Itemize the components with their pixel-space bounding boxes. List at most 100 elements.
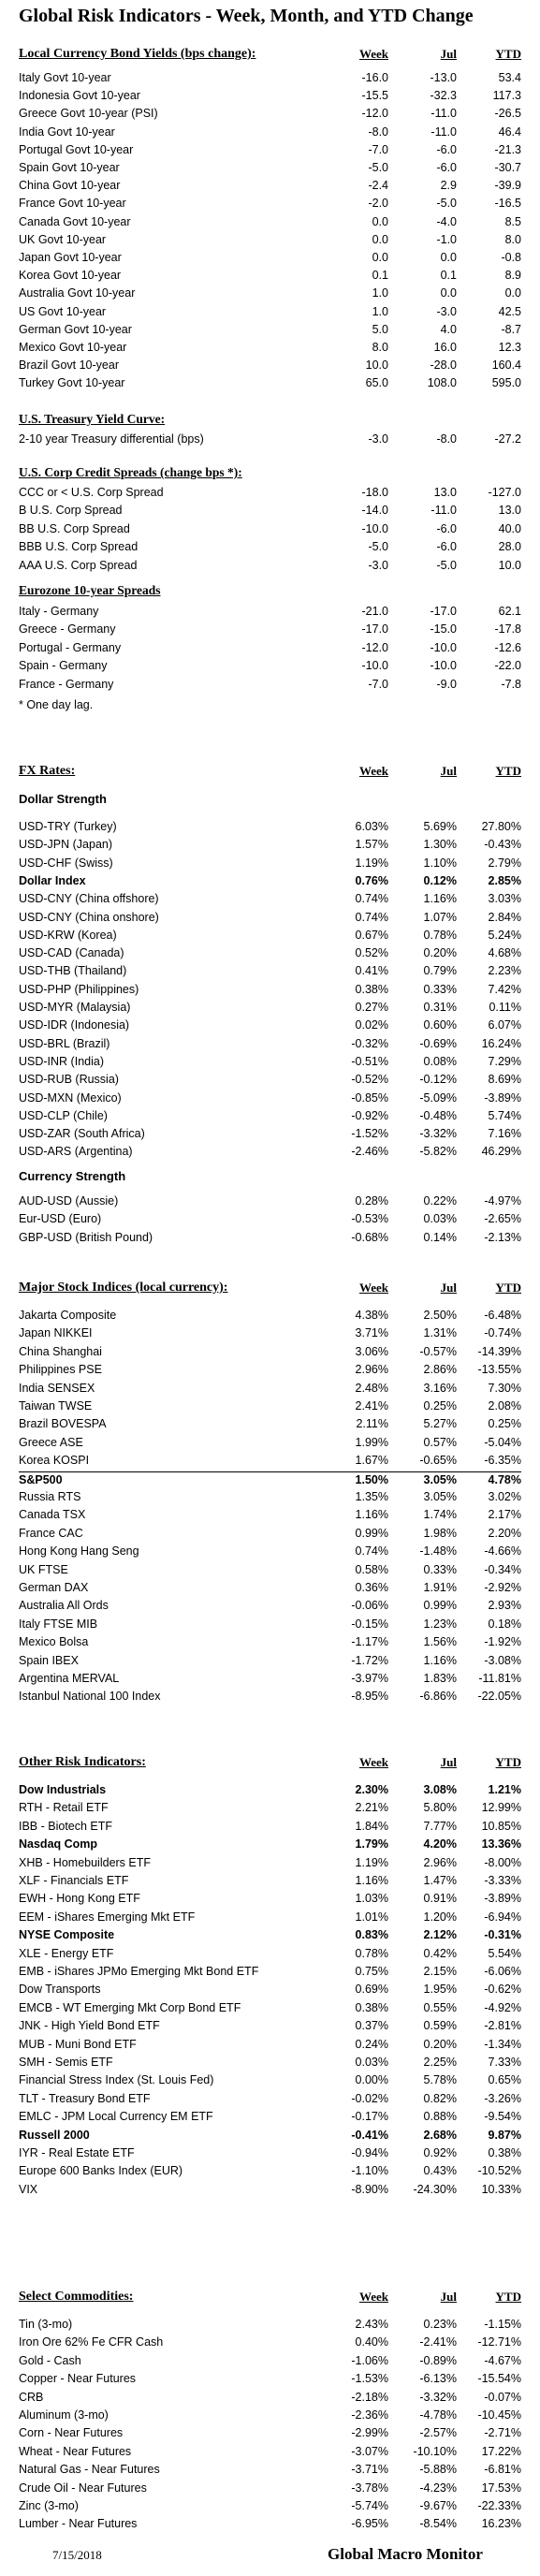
value-ytd: -1.92%	[484, 1635, 521, 1649]
table-row: Korea KOSPI 1.67% -0.65% -6.35%	[19, 1453, 521, 1471]
value-ytd: 9.87%	[488, 2128, 521, 2142]
fx-heading: FX Rates:	[19, 764, 76, 778]
value-jul: 2.50%	[423, 1309, 457, 1322]
value-ytd: -10.45%	[477, 2408, 521, 2422]
value-jul: 0.22%	[423, 1194, 457, 1208]
table-row: TLT - Treasury Bond ETF -0.02% 0.82% -3.26%	[19, 2091, 521, 2109]
row-label: UK FTSE	[19, 1562, 68, 1576]
footer-brand: Global Macro Monitor	[328, 2545, 483, 2563]
credit-heading: U.S. Corp Credit Spreads (change bps *):	[19, 465, 242, 479]
row-label: UK Govt 10-year	[19, 232, 107, 246]
row-label: USD-CNY (China offshore)	[19, 892, 159, 906]
value-week: 1.0	[372, 286, 388, 300]
row-label: Mexico Bolsa	[19, 1635, 89, 1649]
column-header-jul: Jul	[440, 1755, 457, 1769]
row-label: Italy Govt 10-year	[19, 71, 111, 84]
row-label: BB U.S. Corp Spread	[19, 521, 130, 535]
row-label: USD-TRY (Turkey)	[19, 820, 117, 833]
value-ytd: -2.71%	[484, 2426, 521, 2440]
value-ytd: -0.8	[501, 251, 521, 264]
value-jul: 0.0	[440, 251, 457, 264]
value-jul: -2.41%	[419, 2335, 457, 2349]
value-jul: -24.30%	[413, 2182, 457, 2196]
row-label: Lumber - Near Futures	[19, 2517, 138, 2531]
table-row: Jakarta Composite 4.38% 2.50% -6.48%	[19, 1308, 521, 1325]
value-jul: 2.86%	[423, 1363, 457, 1377]
row-label: EWH - Hong Kong ETF	[19, 1892, 140, 1906]
value-week: 0.99%	[355, 1526, 388, 1540]
value-jul: 0.57%	[423, 1435, 457, 1449]
row-label: Russia RTS	[19, 1490, 81, 1503]
value-week: 8.0	[372, 341, 388, 354]
value-jul: -5.82%	[419, 1145, 457, 1159]
value-ytd: -9.54%	[484, 2110, 521, 2124]
value-jul: 1.16%	[423, 1653, 457, 1667]
value-jul: -6.0	[436, 521, 457, 535]
value-ytd: -0.34%	[484, 1562, 521, 1576]
table-row: Eur-USD (Euro) -0.53% 0.03% -2.65%	[19, 1211, 521, 1229]
row-label: JNK - High Yield Bond ETF	[19, 2019, 160, 2033]
value-week: 1.50%	[355, 1472, 388, 1486]
table-row: JNK - High Yield Bond ETF 0.37% 0.59% -2.81…	[19, 2018, 521, 2036]
table-row: Spain Govt 10-year -5.0 -6.0 -30.7	[19, 160, 521, 178]
value-jul: 0.33%	[423, 1562, 457, 1576]
treasury-heading: U.S. Treasury Yield Curve:	[19, 412, 166, 426]
row-label: Korea KOSPI	[19, 1454, 90, 1468]
value-jul: 1.47%	[423, 1874, 457, 1887]
value-week: 2.48%	[355, 1381, 388, 1395]
value-ytd: -3.33%	[484, 1874, 521, 1887]
row-label: CRB	[19, 2390, 44, 2404]
table-row: US Govt 10-year 1.0 -3.0 42.5	[19, 304, 521, 322]
value-week: 1.84%	[355, 1819, 388, 1833]
value-ytd: -14.39%	[477, 1344, 521, 1358]
value-jul: -2.57%	[419, 2426, 457, 2440]
row-label: USD-MYR (Malaysia)	[19, 1001, 131, 1014]
value-week: -8.95%	[351, 1690, 388, 1704]
value-jul: -5.88%	[419, 2463, 457, 2477]
table-row: Turkey Govt 10-year 65.0 108.0 595.0	[19, 375, 521, 393]
table-row: Tin (3-mo) 2.43% 0.23% -1.15%	[19, 2317, 521, 2334]
row-label: Gold - Cash	[19, 2353, 81, 2367]
value-week: -0.41%	[351, 2128, 388, 2142]
value-ytd: 0.18%	[488, 1617, 521, 1631]
value-ytd: 46.29%	[481, 1145, 521, 1159]
value-ytd: -3.89%	[484, 1892, 521, 1906]
table-row: Nasdaq Comp 1.79% 4.20% 13.36%	[19, 1837, 521, 1854]
value-ytd: 2.84%	[488, 910, 521, 924]
value-week: 0.41%	[355, 964, 388, 978]
value-ytd: 46.4	[498, 124, 521, 139]
value-jul: 1.07%	[423, 910, 457, 924]
value-week: 0.58%	[355, 1562, 388, 1576]
value-ytd: -15.54%	[477, 2372, 521, 2386]
value-week: -1.06%	[351, 2353, 388, 2367]
value-week: -0.92%	[351, 1108, 388, 1122]
value-ytd: 4.78%	[488, 1472, 521, 1486]
value-ytd: -6.06%	[484, 1965, 521, 1978]
stocks-heading: Major Stock Indices (local currency):	[19, 1281, 228, 1295]
value-ytd: 8.5	[504, 214, 521, 228]
table-row: USD-TRY (Turkey) 6.03% 5.69% 27.80%	[19, 819, 521, 837]
table-row: Hong Kong Hang Seng 0.74% -1.48% -4.66%	[19, 1544, 521, 1561]
value-jul: -28.0	[430, 359, 458, 373]
value-week: 0.78%	[355, 1946, 388, 1960]
value-week: 0.38%	[355, 982, 388, 996]
table-row: USD-INR (India) -0.51% 0.08% 7.29%	[19, 1054, 521, 1072]
table-row: USD-ARS (Argentina) -2.46% -5.82% 46.29%	[19, 1144, 521, 1162]
value-jul: 0.82%	[423, 2091, 457, 2105]
value-week: -3.78%	[351, 2481, 388, 2495]
value-jul: -0.57%	[419, 1344, 457, 1358]
table-row: Corn - Near Futures -2.99% -2.57% -2.71%	[19, 2425, 521, 2443]
table-row: Dow Transports 0.69% 1.95% -0.62%	[19, 1982, 521, 1999]
table-row: Spain IBEX -1.72% 1.16% -3.08%	[19, 1653, 521, 1671]
row-label: Argentina MERVAL	[19, 1672, 120, 1685]
table-row: USD-CHF (Swiss) 1.19% 1.10% 2.79%	[19, 856, 521, 873]
value-week: 0.0	[372, 214, 388, 228]
table-row: Australia Govt 10-year 1.0 0.0 0.0	[19, 285, 521, 303]
value-ytd: 2.20%	[488, 1526, 521, 1540]
value-ytd: -1.34%	[484, 2037, 521, 2051]
table-row: EWH - Hong Kong ETF 1.03% 0.91% -3.89%	[19, 1891, 521, 1909]
table-row: China Shanghai 3.06% -0.57% -14.39%	[19, 1344, 521, 1362]
row-label: VIX	[19, 2182, 38, 2196]
table-row: EEM - iShares Emerging Mkt ETF 1.01% 1.20%…	[19, 1910, 521, 1927]
row-label: US Govt 10-year	[19, 304, 107, 318]
